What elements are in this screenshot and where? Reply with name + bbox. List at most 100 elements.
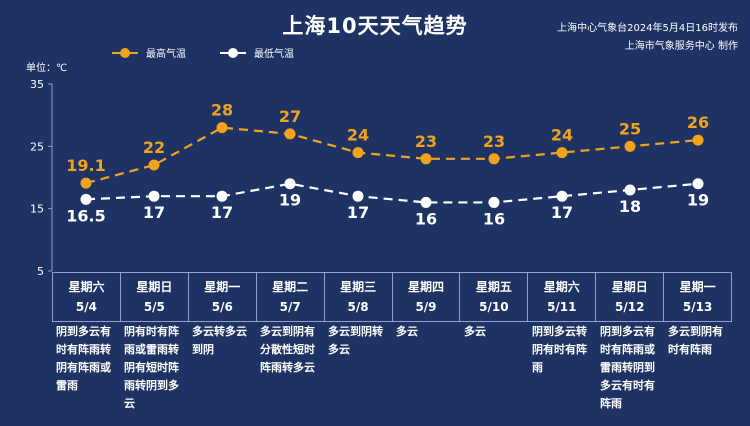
data-point-high bbox=[216, 122, 228, 134]
y-tick-label: 25 bbox=[30, 140, 44, 153]
weather-description-row: 阴到多云有时有阵雨转阴有阵雨或雷雨 阴有时有阵雨或雷雨转阴有短时阵雨转阴到多云 多云… bbox=[52, 321, 732, 413]
data-label-high: 25 bbox=[619, 119, 641, 138]
data-point-high bbox=[352, 147, 364, 159]
data-label-high: 23 bbox=[483, 132, 505, 151]
legend-label-low: 最低气温 bbox=[254, 49, 294, 60]
weekday-label: 星期日 bbox=[611, 280, 648, 294]
data-point-low bbox=[420, 196, 432, 208]
source-line-issued: 上海中心气象台2024年5月4日16时发布 bbox=[557, 23, 738, 34]
date-row: 星期六 5/4 星期日 5/5 星期一 5/6 星期二 5/7 星期三 5/8 星期四 5/9 星期五 5… bbox=[52, 272, 733, 322]
weather-description: 阴有时有阵雨或雷雨转阴有短时阵雨转阴到多云 bbox=[124, 325, 179, 410]
data-label-low: 17 bbox=[347, 203, 369, 222]
legend: 最高气温 最低气温 bbox=[112, 45, 294, 60]
data-point-low bbox=[488, 196, 500, 208]
data-label-low: 18 bbox=[619, 197, 641, 216]
date-cell: 星期日 5/12 bbox=[595, 273, 663, 321]
date-cell: 星期日 5/5 bbox=[119, 273, 188, 321]
data-point-low bbox=[80, 193, 92, 205]
weather-description: 多云 bbox=[464, 325, 486, 338]
date-cell: 星期二 5/7 bbox=[255, 273, 324, 321]
data-point-low bbox=[352, 190, 364, 202]
data-label-high: 19.1 bbox=[66, 156, 105, 175]
data-point-high bbox=[420, 153, 432, 165]
data-label-high: 22 bbox=[143, 138, 165, 157]
weather-description: 多云到阴转多云 bbox=[328, 325, 383, 356]
weekday-label: 星期六 bbox=[543, 280, 580, 294]
y-tick-label: 5 bbox=[37, 265, 44, 278]
weekday-label: 星期五 bbox=[475, 280, 512, 294]
weekday-label: 星期二 bbox=[272, 280, 309, 294]
weekday-label: 星期一 bbox=[679, 280, 716, 294]
date-cell: 星期三 5/8 bbox=[323, 273, 392, 321]
legend-swatch-low bbox=[220, 47, 246, 59]
chart-title: 上海10天天气趋势 bbox=[282, 14, 468, 38]
data-label-high: 24 bbox=[347, 126, 369, 145]
data-label-low: 19 bbox=[279, 191, 301, 210]
data-point-high bbox=[624, 140, 636, 152]
source-info: 上海中心气象台2024年5月4日16时发布 上海市气象服务中心 制作 bbox=[557, 20, 738, 56]
date-label: 5/9 bbox=[415, 300, 437, 314]
data-label-high: 27 bbox=[279, 107, 301, 126]
series-line-high bbox=[85, 126, 699, 185]
date-label: 5/6 bbox=[211, 300, 233, 314]
weather-description: 多云到阴有时有阵雨 bbox=[668, 325, 723, 356]
date-label: 5/8 bbox=[347, 300, 369, 314]
date-cell: 星期五 5/10 bbox=[459, 273, 527, 321]
data-point-high bbox=[148, 159, 160, 171]
data-point-high bbox=[80, 177, 92, 189]
legend-item-high: 最高气温 bbox=[112, 45, 186, 60]
date-cell: 星期六 5/4 bbox=[52, 273, 120, 321]
weekday-label: 星期日 bbox=[136, 280, 173, 294]
data-label-low: 16 bbox=[415, 209, 437, 228]
weather-description: 多云到阴有分散性短时阵雨转多云 bbox=[260, 325, 315, 374]
data-label-high: 24 bbox=[551, 126, 573, 145]
date-label: 5/5 bbox=[143, 300, 165, 314]
weather-description: 阴到多云转阴有时有阵雨 bbox=[532, 325, 587, 374]
date-label: 5/7 bbox=[279, 300, 301, 314]
date-cell: 星期六 5/11 bbox=[527, 273, 595, 321]
legend-swatch-high bbox=[112, 47, 138, 59]
date-cell: 星期四 5/9 bbox=[391, 273, 460, 321]
data-label-high: 28 bbox=[211, 101, 233, 120]
data-label-low: 17 bbox=[211, 203, 233, 222]
y-tick-label: 35 bbox=[30, 78, 44, 91]
data-label-low: 17 bbox=[143, 203, 165, 222]
data-label-low: 16 bbox=[483, 209, 505, 228]
weekday-label: 星期三 bbox=[340, 280, 377, 294]
data-point-low bbox=[216, 190, 228, 202]
date-cell: 星期一 5/6 bbox=[187, 273, 256, 321]
legend-item-low: 最低气温 bbox=[220, 45, 294, 60]
data-point-low bbox=[284, 178, 296, 190]
y-axis-unit-label: 单位：℃ bbox=[26, 63, 68, 74]
data-label-high: 23 bbox=[415, 132, 437, 151]
y-tick-label: 15 bbox=[30, 203, 44, 216]
data-point-low bbox=[692, 178, 704, 190]
date-label: 5/10 bbox=[479, 300, 509, 314]
date-label: 5/13 bbox=[682, 300, 713, 314]
weather-description: 阴到多云有时有阵雨转阴有阵雨或雷雨 bbox=[56, 325, 111, 392]
data-label-low: 16.5 bbox=[66, 206, 105, 225]
weather-description: 阴到多云有时有阵雨或雷雨转阴到多云有时有阵雨 bbox=[600, 325, 655, 410]
data-point-low bbox=[556, 190, 568, 202]
data-point-high bbox=[284, 128, 296, 140]
data-label-high: 26 bbox=[687, 113, 709, 132]
date-cell: 星期一 5/13 bbox=[663, 273, 733, 321]
weekday-label: 星期六 bbox=[68, 280, 105, 294]
data-point-low bbox=[624, 184, 636, 196]
data-label-low: 19 bbox=[687, 191, 709, 210]
data-point-high bbox=[556, 147, 568, 159]
weather-description: 多云转多云到阴 bbox=[192, 325, 247, 356]
date-label: 5/12 bbox=[614, 300, 645, 314]
data-point-high bbox=[692, 134, 704, 146]
source-line-producer: 上海市气象服务中心 制作 bbox=[624, 41, 738, 52]
weekday-label: 星期四 bbox=[407, 280, 444, 294]
weather-description: 多云 bbox=[396, 325, 418, 338]
date-label: 5/11 bbox=[547, 300, 577, 314]
legend-label-high: 最高气温 bbox=[146, 49, 186, 60]
data-point-high bbox=[488, 153, 500, 165]
weekday-label: 星期一 bbox=[204, 280, 241, 294]
data-label-low: 17 bbox=[551, 203, 573, 222]
data-point-low bbox=[148, 190, 160, 202]
date-label: 5/4 bbox=[75, 300, 97, 314]
